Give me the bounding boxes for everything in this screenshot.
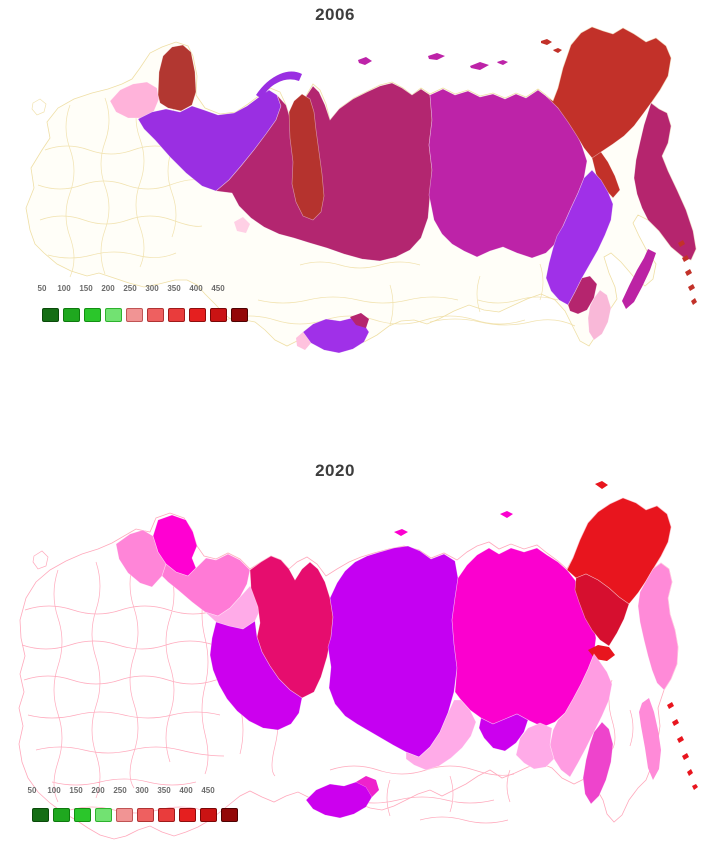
- map-2006: [25, 26, 697, 354]
- region-sakhalin-pink-2020: [639, 698, 661, 780]
- legend-tick: 350: [157, 786, 171, 795]
- region-amur-crimson-2006: [567, 275, 598, 315]
- legend-tick: 200: [91, 786, 105, 795]
- region-irkutsk-light-pink-2020: [405, 699, 477, 771]
- region-amur-light-pink-2020: [515, 722, 555, 770]
- legend-tick: 400: [189, 284, 203, 293]
- legend-tick: 450: [211, 284, 225, 293]
- legend-swatch: [105, 308, 122, 322]
- region-kamchatka-crimson-2006: [633, 102, 697, 261]
- arctic-islands-magenta-2020: [394, 511, 513, 536]
- region-primorye-pink-2006: [587, 289, 612, 341]
- region-zabaykalsky-purple-2020: [478, 713, 529, 752]
- region-ural-purple-2020: [209, 620, 303, 731]
- legend-tick: 200: [101, 284, 115, 293]
- legend-swatch: [63, 308, 80, 322]
- region-sakhalin-magenta-2006: [622, 249, 656, 309]
- map-title-2020: 2020: [315, 461, 355, 480]
- legend-tick: 300: [135, 786, 149, 795]
- legend-tick: 150: [79, 284, 93, 293]
- region-far-east-purple-2006: [545, 169, 614, 306]
- region-altai-west-pink-2006: [296, 332, 311, 350]
- legend-swatch: [42, 308, 59, 322]
- legend-swatch: [189, 308, 206, 322]
- legend-swatch: [179, 808, 196, 822]
- legend-tick: 350: [167, 284, 181, 293]
- legend-tick: 150: [69, 786, 83, 795]
- region-yamal-dark-red-2006: [288, 93, 325, 221]
- legend-swatch: [221, 808, 238, 822]
- legend-tick: 400: [179, 786, 193, 795]
- map-title-2006: 2006: [315, 5, 355, 24]
- legend-swatch: [210, 308, 227, 322]
- arctic-islands-red-2006: [541, 39, 562, 53]
- legend-swatch: [53, 808, 70, 822]
- legend-swatch: [95, 808, 112, 822]
- legend-swatches-2020: [32, 808, 242, 822]
- legend-tick: 250: [113, 786, 127, 795]
- map-2020: [18, 481, 698, 840]
- legend-tick: 50: [37, 284, 47, 293]
- legend-swatch: [158, 808, 175, 822]
- legend-swatch: [74, 808, 91, 822]
- legend-ticks-2006: 50 100 150 200 250 300 350 400 450: [31, 284, 229, 293]
- region-altai-east-crimson-2006: [350, 313, 369, 328]
- region-tuva-magenta-2020: [356, 776, 379, 797]
- region-kamchatka-pink-2020: [637, 562, 679, 691]
- legend-swatch: [126, 308, 143, 322]
- novaya-zemlya-islands-2006: [256, 71, 302, 99]
- region-altai-purple-2006: [302, 317, 370, 354]
- legend-swatch: [32, 808, 49, 822]
- region-primorye-magenta-2020: [582, 721, 614, 805]
- legend-ticks-2020: 50 100 150 200 250 300 350 400 450: [21, 786, 219, 795]
- legend-tick: 50: [27, 786, 37, 795]
- legend-swatch: [137, 808, 154, 822]
- region-border-lines-2006: [31, 94, 576, 327]
- region-magadan-dark-red-2020: [574, 573, 630, 647]
- kuril-islands-2020: [667, 702, 698, 790]
- legend-tick: 300: [145, 284, 159, 293]
- legend-swatches-2006: [42, 308, 252, 322]
- legend-swatch: [116, 808, 133, 822]
- arctic-island-red-2020: [595, 481, 608, 489]
- legend-swatch: [200, 808, 217, 822]
- legend-tick: 100: [47, 786, 61, 795]
- legend-swatch: [84, 308, 101, 322]
- region-south-ural-pink-2006: [234, 217, 250, 233]
- legend-tick: 250: [123, 284, 137, 293]
- region-nenets-dark-red-2006: [157, 44, 197, 112]
- legend-swatch: [168, 308, 185, 322]
- region-west-siberia-crimson-2006: [215, 82, 433, 262]
- kuril-islands-2006: [678, 240, 697, 305]
- legend-tick: 450: [201, 786, 215, 795]
- legend-swatch: [231, 308, 248, 322]
- arctic-islands-magenta-2006: [358, 53, 508, 70]
- legend-tick: 100: [57, 284, 71, 293]
- legend-swatch: [147, 308, 164, 322]
